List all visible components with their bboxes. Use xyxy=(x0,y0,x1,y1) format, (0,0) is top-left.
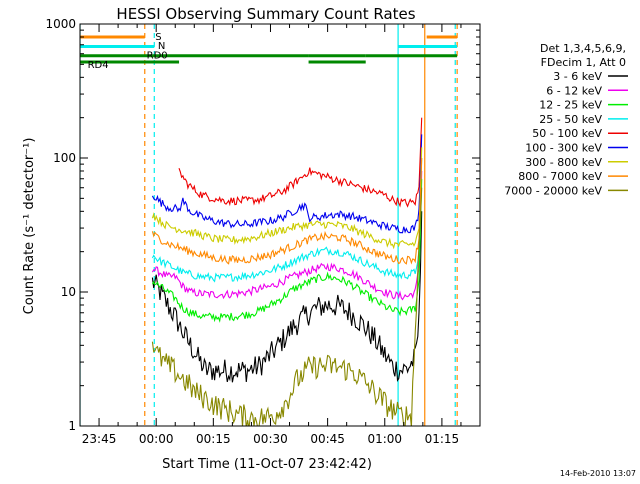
series-line-3 xyxy=(151,157,423,283)
x-tick-label: 00:30 xyxy=(253,432,288,446)
legend-label: 3 - 6 keV xyxy=(553,70,602,83)
footer-date: 14-Feb-2010 13:07 xyxy=(560,469,636,478)
axes: 23:45 00:00 00:15 00:30 00:45 01:00 01:15 1 10 10… xyxy=(45,17,481,446)
legend-header-line: FDecim 1, Att 0 xyxy=(541,56,626,69)
series-line-6 xyxy=(151,147,423,250)
flag-label-n: N xyxy=(158,41,165,52)
series-line-0 xyxy=(151,211,423,383)
x-tick-label: 01:00 xyxy=(367,432,402,446)
x-tick-label: 01:15 xyxy=(425,432,460,446)
flag-label-s: S xyxy=(155,32,161,43)
legend-label: 50 - 100 keV xyxy=(532,127,602,140)
x-axis-label: Start Time (11-Oct-07 23:42:42) xyxy=(162,457,372,472)
series-line-7 xyxy=(151,157,423,265)
x-tick-label: 00:15 xyxy=(196,432,231,446)
y-tick-label: 10 xyxy=(61,285,76,299)
plot-frame xyxy=(79,23,481,427)
plot-area xyxy=(80,24,458,426)
y-axis-label: Count Rate (s⁻¹ detector⁻¹) xyxy=(22,138,37,315)
series-line-2 xyxy=(151,178,423,323)
flag-label-rd4: RD4 xyxy=(88,60,109,71)
series-line-4 xyxy=(178,117,423,208)
y-tick-label: 1000 xyxy=(45,17,76,31)
series-line-1 xyxy=(151,170,423,301)
y-tick-label: 1 xyxy=(68,419,76,433)
y-tick-label: 100 xyxy=(53,151,76,165)
x-tick-label: 00:00 xyxy=(139,432,174,446)
flag-label-rd0: RD0 xyxy=(147,51,168,62)
x-tick-label: 00:45 xyxy=(310,432,345,446)
legend-label: 7000 - 20000 keV xyxy=(504,184,602,197)
legend-label: 100 - 300 keV xyxy=(525,142,602,155)
legend-header-line: Det 1,3,4,5,6,9, xyxy=(540,42,626,55)
series-line-8 xyxy=(151,187,423,426)
legend-label: 25 - 50 keV xyxy=(539,113,602,126)
x-tick-label: 23:45 xyxy=(82,432,117,446)
chart-title: HESSI Observing Summary Count Rates xyxy=(116,5,415,23)
legend-label: 300 - 800 keV xyxy=(525,156,602,169)
legend-label: 6 - 12 keV xyxy=(546,84,602,97)
legend-label: 800 - 7000 keV xyxy=(518,170,602,183)
series-line-5 xyxy=(151,134,423,234)
legend-header: Det 1,3,4,5,6,9,FDecim 1, Att 0 xyxy=(540,42,626,69)
legend-label: 12 - 25 keV xyxy=(539,99,602,112)
